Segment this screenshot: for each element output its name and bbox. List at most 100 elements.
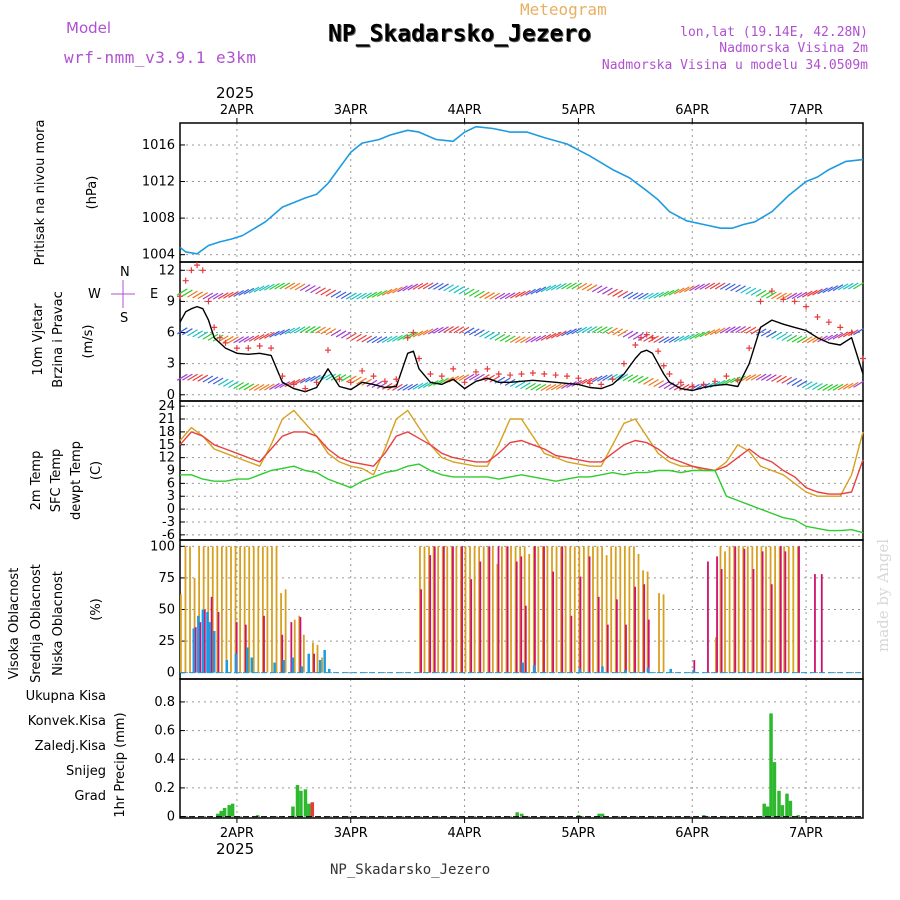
wind-arrow [253,285,265,293]
sfc-temp-line [179,409,864,497]
dewpt-line [180,463,864,534]
wind-arrow [766,330,777,338]
wind-arrow [212,377,224,385]
ytick-label-precip: 0.8 [154,695,175,710]
total-precip-bar [600,813,605,817]
wind-gust-marker [518,371,525,378]
wind-arrow [786,377,798,385]
wind-arrow [817,335,828,343]
low-cloud-bar [217,612,220,673]
wind-arrow [663,289,675,297]
froz-precip-legend: Zaledj.Kisa [35,739,106,754]
wind-arrow [207,376,219,384]
wind-arrow [607,288,618,296]
wind-arrow [217,335,229,343]
wind-arrow [796,336,808,344]
ytick-label-precip: 0.4 [154,752,175,767]
wind-arrow [556,330,567,338]
wind-arrow [197,374,209,382]
mid-cloud-bar [601,546,603,673]
wind-arrow [192,330,203,338]
wind-arrow [602,374,613,382]
wind-arrow [571,379,583,387]
low-cloud-bar [820,574,823,673]
wind-arrow [725,326,736,334]
wind-arrow [781,376,793,384]
ytick-label-clouds: 75 [158,571,175,586]
wind-gust-marker [484,365,491,372]
ytick-label-temperature: -6 [162,528,175,543]
total-precip-bar [788,800,793,817]
wind-arrow [310,374,321,382]
wind-arrow [602,326,613,334]
wind-arrow [202,292,214,300]
mid-cloud-bar [628,546,631,673]
low-cloud-bar [579,576,582,673]
low-cloud-bar [615,599,618,673]
mid-cloud-bar [298,615,301,673]
wind-arrow [463,327,475,335]
wind-arrow [397,285,408,293]
mid-cloud-bar [523,546,526,673]
low-cloud-bar [634,586,636,673]
mid-cloud-bar [642,570,644,673]
panel-frame-precip [179,678,864,819]
wind-gust-marker [860,355,866,362]
wind-unit-label: (m/s) [81,325,96,359]
wind-gust-marker [188,267,195,274]
mid-cloud-bar [715,637,717,673]
temp2m-axis-label: 2m Temp [29,451,44,511]
wind-gust-marker [734,377,741,384]
wind-arrow [791,379,803,387]
wind-arrow [340,331,352,339]
wind-arrow [648,292,659,300]
low-cloud-bar [194,627,197,673]
wind-arrow [771,374,782,382]
mid-cloud-bar [193,577,196,673]
wind-arrow [504,335,516,343]
high-cloud-bar [250,657,254,673]
wind-gust-marker [609,376,616,383]
wind-arrow [412,330,424,338]
wind-arrow [694,331,705,339]
wind-arrow [392,383,403,391]
mid-cloud-bar [428,546,430,673]
wind-arrow [361,292,372,300]
xtick-label-top: 3APR [334,103,368,118]
wind-arrow [397,384,408,392]
mid-cloud-bar [724,551,726,673]
wind-gust-marker [233,345,240,352]
wind-arrow [330,329,342,337]
wind-arrow [781,333,793,342]
wind-arrow [740,286,752,294]
low-cloud-bar [693,660,696,673]
wind-gust-marker [199,267,206,274]
low-cloud-bar [281,634,284,673]
wind-arrow [228,290,239,298]
wind-gust-marker [450,365,457,372]
wind-arrow [310,326,321,334]
total-precip-bar [515,812,519,817]
ytick-label-temperature: 15 [158,438,175,453]
mid-cloud-bar [491,546,494,673]
mid-cloud-bar [587,546,590,673]
wind-arrow [678,383,690,391]
low-cloud-bar [497,546,500,673]
wind-arrow [248,334,260,342]
wind-arrow [643,377,654,385]
mid-cloud-bar [532,546,535,673]
wind-arrow [632,332,644,340]
mid-cloud-bar [302,634,305,673]
wind-arrow [458,374,470,382]
wind-gust-marker [256,343,263,350]
wind-arrow [771,292,782,300]
wind-arrow [371,336,383,344]
footer-station: NP_Skadarsko_Jezero [330,862,491,878]
mid-cloud-bar [610,546,613,673]
wind-arrow [351,333,362,341]
low-cloud-bar [588,556,591,673]
high-cloud-bar [273,662,276,673]
low-cloud-bar [199,622,202,673]
low-cloud-bar [524,605,527,673]
low-cloud-bar [235,622,238,673]
